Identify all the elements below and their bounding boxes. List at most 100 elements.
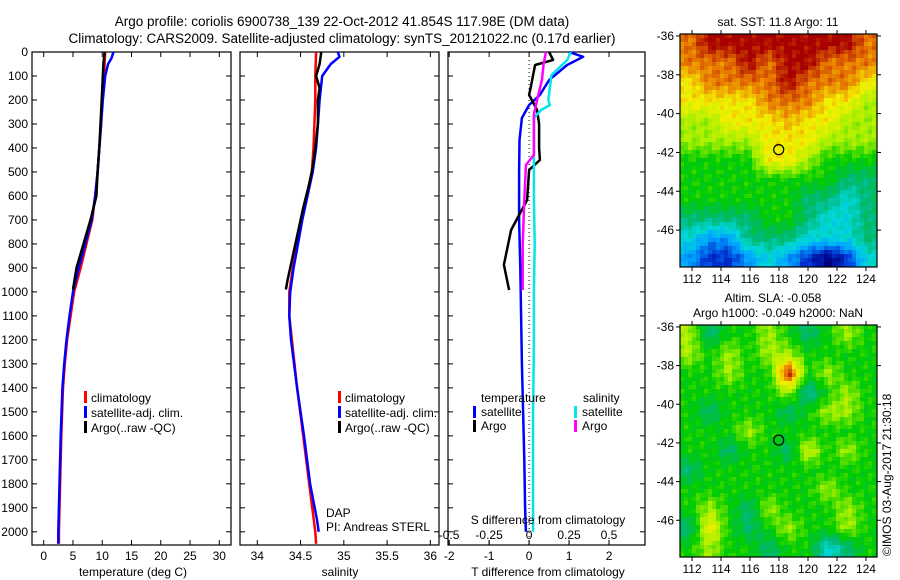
map-cell xyxy=(808,262,813,267)
map-cell xyxy=(692,246,697,251)
map-cell xyxy=(800,182,805,187)
map-cell xyxy=(864,98,869,103)
map-cell xyxy=(800,393,805,398)
map-cell xyxy=(760,341,765,346)
map-cell xyxy=(764,182,769,187)
map-cell xyxy=(812,337,817,342)
map-cell xyxy=(832,417,837,422)
map-cell xyxy=(848,90,853,95)
map-cell xyxy=(816,409,821,414)
map-cell xyxy=(820,453,825,458)
map-cell xyxy=(720,353,725,358)
map-cell xyxy=(704,397,709,402)
map-cell xyxy=(760,242,765,247)
map-cell xyxy=(732,341,737,346)
map-cell xyxy=(772,409,777,414)
map-cell xyxy=(872,126,877,131)
map-cell xyxy=(764,389,769,394)
x2-tick-label: -0.5 xyxy=(439,528,460,542)
map-cell xyxy=(828,118,833,123)
map-cell xyxy=(776,457,781,462)
map-cell xyxy=(716,162,721,167)
map-cell xyxy=(848,234,853,239)
map-cell xyxy=(760,178,765,183)
map-cell xyxy=(828,198,833,203)
map-cell xyxy=(784,421,789,426)
map-cell xyxy=(824,198,829,203)
map-cell xyxy=(828,393,833,398)
map-cell xyxy=(708,465,713,470)
map-cell xyxy=(864,373,869,378)
map-cell xyxy=(812,441,817,446)
map-cell xyxy=(712,238,717,243)
map-cell xyxy=(776,353,781,358)
map-cell xyxy=(792,46,797,51)
map-cell xyxy=(820,413,825,418)
map-cell xyxy=(800,102,805,107)
map-cell xyxy=(712,226,717,231)
map-cell xyxy=(788,74,793,79)
map-cell xyxy=(756,453,761,458)
map-cell xyxy=(772,54,777,59)
map-cell xyxy=(688,325,693,330)
map-cell xyxy=(704,429,709,434)
map-cell xyxy=(768,130,773,135)
map-cell xyxy=(732,413,737,418)
map-cell xyxy=(784,230,789,235)
map-cell xyxy=(808,170,813,175)
map-cell xyxy=(688,433,693,438)
map-cell xyxy=(828,186,833,191)
map-cell xyxy=(864,389,869,394)
map-cell xyxy=(764,118,769,123)
map-cell xyxy=(796,234,801,239)
map-cell xyxy=(684,429,689,434)
map-cell xyxy=(820,166,825,171)
map-cell xyxy=(816,86,821,91)
figure-title-line2: Climatology: CARS2009. Satellite-adjuste… xyxy=(68,31,615,46)
map-cell xyxy=(840,218,845,223)
map-cell xyxy=(680,218,685,223)
map-cell xyxy=(684,413,689,418)
map-cell xyxy=(748,122,753,127)
map-cell xyxy=(868,186,873,191)
map-cell xyxy=(700,170,705,175)
x2-tick-label: 0.5 xyxy=(601,528,618,542)
map-cell xyxy=(756,361,761,366)
map-cell xyxy=(776,445,781,450)
map-cell xyxy=(720,206,725,211)
map-cell xyxy=(836,254,841,259)
map-cell xyxy=(756,54,761,59)
map-cell xyxy=(864,118,869,123)
map-cell xyxy=(776,138,781,143)
map-cell xyxy=(772,86,777,91)
map-cell xyxy=(784,198,789,203)
map-cell xyxy=(712,54,717,59)
map-cell xyxy=(872,397,877,402)
map-cell xyxy=(824,262,829,267)
map-cell xyxy=(788,401,793,406)
map-cell xyxy=(688,170,693,175)
map-cell xyxy=(744,34,749,39)
map-cell xyxy=(708,341,713,346)
map-cell xyxy=(752,154,757,159)
map-cell xyxy=(824,82,829,87)
map-cell xyxy=(800,421,805,426)
map-cell xyxy=(868,62,873,67)
map-cell xyxy=(796,445,801,450)
map-cell xyxy=(756,449,761,454)
map-cell xyxy=(784,457,789,462)
map-cell xyxy=(748,349,753,354)
map-cell xyxy=(840,385,845,390)
map-cell xyxy=(744,449,749,454)
map-cell xyxy=(804,262,809,267)
map-cell xyxy=(864,166,869,171)
map-cell xyxy=(768,194,773,199)
map-cell xyxy=(848,385,853,390)
map-cell xyxy=(776,465,781,470)
map-cell xyxy=(812,361,817,366)
y-tick-label: 0 xyxy=(21,45,28,59)
map-cell xyxy=(728,42,733,47)
map-cell xyxy=(684,333,689,338)
map-cell xyxy=(816,214,821,219)
map-cell xyxy=(856,198,861,203)
